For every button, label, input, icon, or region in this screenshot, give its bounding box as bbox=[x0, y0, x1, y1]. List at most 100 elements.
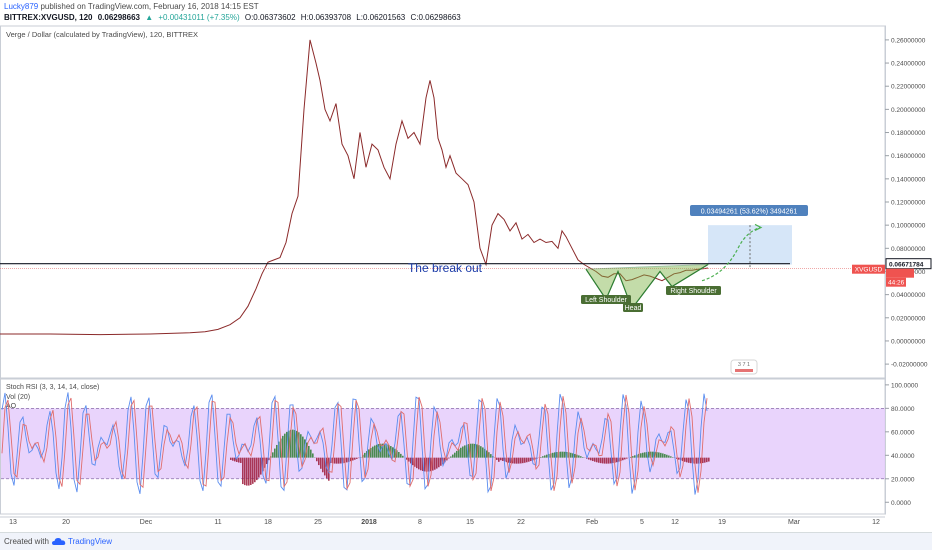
x-axis-label: 19 bbox=[718, 519, 726, 526]
ao-bar bbox=[308, 445, 310, 458]
x-axis-label: 15 bbox=[466, 519, 474, 526]
ao-bar bbox=[582, 457, 584, 458]
ao-bar bbox=[260, 457, 262, 475]
ao-bar bbox=[412, 457, 414, 466]
publish-info: Lucky879 published on TradingView.com, F… bbox=[4, 1, 259, 12]
ohlc-low: L:0.06201563 bbox=[356, 13, 406, 22]
ao-bar bbox=[500, 457, 502, 461]
ao-bar bbox=[268, 457, 270, 461]
ao-bar bbox=[532, 457, 534, 461]
author-link[interactable]: Lucky879 bbox=[4, 2, 39, 11]
ao-bar bbox=[476, 444, 478, 458]
x-axis-label: 22 bbox=[517, 519, 525, 526]
ao-bar bbox=[272, 452, 274, 458]
created-with-label: Created with bbox=[4, 537, 49, 546]
tradingview-cloud-icon bbox=[52, 538, 66, 545]
ao-bar bbox=[342, 457, 344, 464]
ao-bar bbox=[460, 447, 462, 458]
ao-bar bbox=[588, 457, 590, 460]
ao-bar bbox=[296, 430, 298, 458]
ao-bar bbox=[258, 457, 260, 478]
x-axis-label: 8 bbox=[418, 519, 422, 526]
x-axis-label: 12 bbox=[872, 519, 880, 526]
ao-bar bbox=[400, 453, 402, 458]
ao-bar bbox=[590, 457, 592, 461]
ao-bar bbox=[470, 443, 472, 458]
ao-bar bbox=[692, 457, 694, 464]
ao-bar bbox=[414, 457, 416, 467]
ao-bar bbox=[238, 457, 240, 463]
ao-bar bbox=[574, 453, 576, 458]
projection-arrow bbox=[701, 226, 761, 282]
ao-bar bbox=[652, 451, 654, 458]
right-shoulder-label: Right Shoulder bbox=[670, 288, 717, 295]
ao-bar bbox=[384, 443, 386, 458]
ao-bar bbox=[604, 457, 606, 464]
ao-bar bbox=[468, 444, 470, 458]
ao-bar bbox=[654, 451, 656, 458]
ao-bar bbox=[418, 457, 420, 470]
ohlc-high: H:0.06393708 bbox=[300, 13, 352, 22]
breakout-annotation: The break out bbox=[408, 261, 483, 275]
price-scale-red-tag bbox=[886, 268, 914, 278]
ao-bar bbox=[276, 444, 278, 458]
ao-bar bbox=[318, 457, 320, 466]
ao-bar bbox=[478, 445, 480, 458]
ao-bar bbox=[290, 429, 292, 458]
ao-bar bbox=[416, 457, 418, 469]
osc-tick-label: 40.0000 bbox=[891, 453, 915, 460]
chart-area[interactable]: 0.26000000 0.24000000 0.22000000 0.20000000… bbox=[0, 24, 932, 532]
ao-bar bbox=[420, 457, 422, 471]
tradingview-link[interactable]: TradingView bbox=[68, 537, 113, 546]
right-shoulder-label-bg bbox=[666, 286, 721, 295]
ao-bar bbox=[656, 452, 658, 458]
ao-bar bbox=[336, 457, 338, 464]
ao-bar bbox=[448, 457, 450, 459]
ao-bar bbox=[424, 457, 426, 472]
ao-bar bbox=[370, 447, 372, 458]
ao-bar bbox=[232, 457, 234, 461]
ao-bar bbox=[650, 451, 652, 458]
ao-bar bbox=[542, 456, 544, 458]
ao-bar bbox=[704, 457, 706, 463]
osc-tick-label: 0.0000 bbox=[891, 500, 911, 507]
ao-bar bbox=[570, 452, 572, 458]
ao-bar bbox=[624, 457, 626, 460]
chart-svg[interactable]: 0.26000000 0.24000000 0.22000000 0.20000000… bbox=[0, 24, 932, 532]
ao-bar bbox=[402, 455, 404, 458]
osc-tick-label: 80.0000 bbox=[891, 406, 915, 413]
ao-bar bbox=[284, 433, 286, 458]
ao-bar bbox=[648, 451, 650, 458]
ao-bar bbox=[576, 454, 578, 458]
ao-bar bbox=[708, 457, 710, 462]
indicator-legend-item: AO bbox=[6, 403, 17, 410]
ao-bar bbox=[442, 457, 444, 465]
ao-bar bbox=[352, 457, 354, 461]
left-shoulder-label: Left Shoulder bbox=[585, 297, 627, 304]
badge-flag-icon bbox=[735, 369, 753, 372]
ao-bar bbox=[236, 457, 238, 463]
osc-tick-label: 20.0000 bbox=[891, 476, 915, 483]
ao-bar bbox=[546, 454, 548, 458]
symbol-tag-bg bbox=[852, 264, 885, 274]
ao-bar bbox=[334, 457, 336, 464]
ao-bar bbox=[642, 452, 644, 458]
ao-bar bbox=[668, 455, 670, 458]
ao-bar bbox=[564, 451, 566, 458]
ao-bar bbox=[310, 449, 312, 458]
ao-bar bbox=[480, 446, 482, 458]
publish-date: published on TradingView.com, February 1… bbox=[40, 2, 259, 11]
ao-bar bbox=[456, 450, 458, 458]
ao-bar bbox=[658, 452, 660, 458]
ao-bar bbox=[502, 457, 504, 461]
ao-bar bbox=[434, 457, 436, 470]
ao-bar bbox=[432, 457, 434, 471]
ao-bar bbox=[702, 457, 704, 464]
symbol-tag: XVGUSD bbox=[855, 267, 883, 274]
x-axis-label: 2018 bbox=[361, 519, 377, 526]
ao-bar bbox=[256, 457, 258, 481]
price-tick-label: 0.20000000 bbox=[891, 107, 926, 114]
ao-bar bbox=[556, 452, 558, 458]
ao-bar bbox=[396, 450, 398, 458]
ao-bar bbox=[368, 449, 370, 458]
